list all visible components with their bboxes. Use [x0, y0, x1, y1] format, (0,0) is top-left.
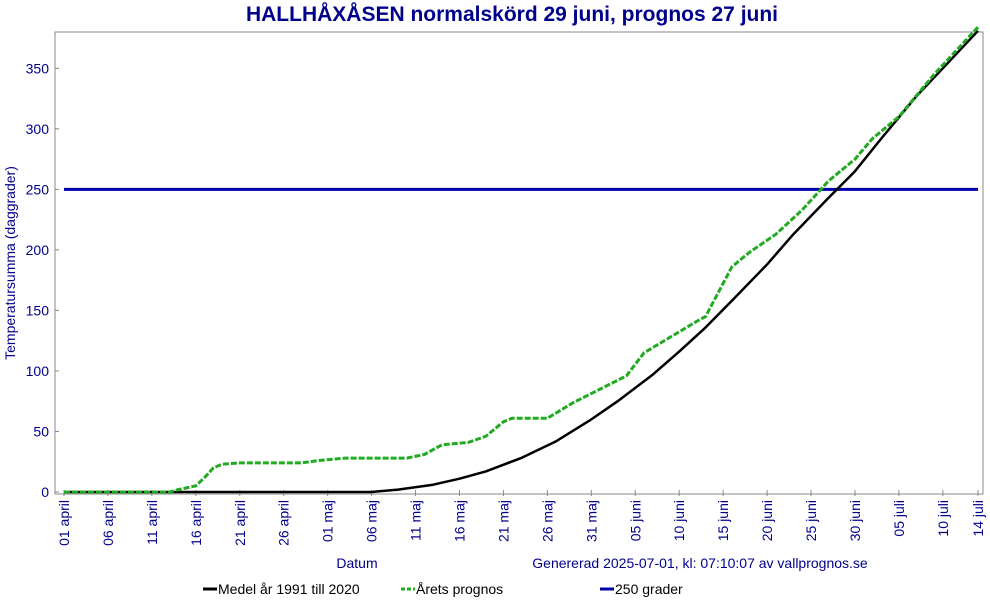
y-axis-label: Temperatursumma (daggrader)	[2, 166, 18, 360]
x-tick-label: 10 juli	[935, 500, 951, 537]
x-tick-label: 01 maj	[320, 500, 336, 542]
x-tick-label: 11 maj	[408, 500, 424, 541]
x-axis-label: Datum	[336, 555, 377, 571]
x-tick-label: 05 juli	[891, 500, 907, 537]
series-line-2	[64, 26, 980, 494]
x-tick-label: 06 april	[100, 500, 116, 546]
legend-label: Medel år 1991 till 2020	[218, 581, 360, 597]
x-tick-label: 16 maj	[451, 500, 467, 542]
x-tick-label: 30 juni	[847, 500, 863, 541]
x-tick-label: 25 juni	[803, 500, 819, 541]
x-tick-label: 06 maj	[364, 500, 380, 542]
x-tick-label: 01 april	[56, 500, 72, 546]
x-tick-label: 16 april	[188, 500, 204, 546]
legend: Medel år 1991 till 2020 Årets prognos 250 …	[203, 581, 683, 597]
x-axis: 01 april 06 april 11 april 16 april 21 april…	[56, 490, 986, 546]
y-tick-label: 100	[26, 363, 50, 379]
x-tick-label: 05 juni	[627, 500, 643, 541]
x-tick-label: 14 juli	[970, 500, 986, 537]
chart-title: HALLHÅXÅSEN normalskörd 29 juni, prognos…	[246, 2, 778, 26]
x-tick-label: 10 juni	[671, 500, 687, 541]
y-tick-label: 50	[33, 423, 49, 439]
x-tick-label: 26 april	[276, 500, 292, 546]
x-tick-label: 15 juni	[715, 500, 731, 541]
y-tick-label: 0	[41, 484, 49, 500]
legend-label: 250 grader	[615, 581, 683, 597]
series-layer	[64, 26, 980, 494]
x-tick-label: 21 april	[232, 500, 248, 546]
x-tick-label: 26 maj	[539, 500, 555, 542]
x-tick-label: 21 maj	[495, 500, 511, 542]
x-tick-label: 31 maj	[583, 500, 599, 542]
generated-note: Genererad 2025-07-01, kl: 07:10:07 av va…	[532, 555, 868, 571]
y-tick-label: 250	[26, 181, 50, 197]
legend-label: Årets prognos	[416, 581, 503, 597]
x-tick-label: 11 april	[144, 500, 160, 545]
y-tick-label: 200	[26, 242, 50, 258]
series-line-1	[64, 29, 979, 494]
y-tick-label: 150	[26, 302, 50, 318]
y-tick-label: 300	[26, 121, 50, 137]
plot-frame	[54, 31, 984, 495]
y-tick-label: 350	[26, 60, 50, 76]
y-axis: 0 50 100 150 200 250 300 350	[26, 60, 59, 500]
x-tick-label: 20 juni	[759, 500, 775, 541]
